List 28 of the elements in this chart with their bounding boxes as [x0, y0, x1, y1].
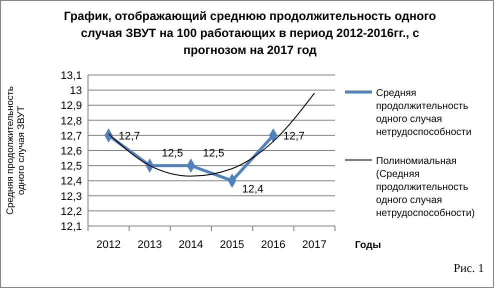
legend-label: Средняя продолжительность одного случая нетрудоспособности — [376, 88, 472, 138]
data-label: 12,5 — [202, 148, 224, 160]
y-tick-label: 12,6 — [60, 146, 82, 158]
x-tick-label: 2015 — [220, 239, 244, 251]
y-tick-label: 12,4 — [60, 176, 82, 188]
data-label: 12,5 — [162, 148, 184, 160]
x-axis-title: Годы — [355, 240, 382, 251]
text: Рис. 1 — [454, 261, 484, 275]
y-tick-label: 12,5 — [60, 160, 82, 173]
y-tick-label: 12,3 — [60, 190, 82, 203]
y-tick-label: 12,7 — [60, 130, 82, 142]
y-tick-label: 12,2 — [60, 206, 82, 218]
y-tick-label: 12,1 — [60, 221, 82, 233]
x-tick-label: 2013 — [138, 239, 162, 251]
x-tick-label: 2014 — [178, 239, 204, 251]
legend-label: Полиномиальная (Средняя продолжительность одного случая нетрудоспособности) — [376, 156, 475, 219]
data-label: 12,7 — [118, 130, 140, 142]
y-tick-label: 12,9 — [60, 100, 82, 112]
y-tick-label: 13 — [70, 85, 82, 98]
x-tick-label: 2017 — [302, 239, 327, 251]
chart-title: График, отображающий среднюю продолжительность одного случая ЗВУТ на 100 работающих в период 2012-2016гг., с прогнозом на 2017 год — [64, 9, 436, 57]
data-label: 12,4 — [242, 184, 264, 196]
x-tick-label: 2012 — [96, 239, 121, 251]
y-axis-title: Средняя продолжительность одного случая ЗВУТ — [5, 86, 27, 215]
y-tick-label: 12,8 — [60, 115, 82, 128]
x-tick-label: 2016 — [261, 239, 286, 251]
data-label: 12,7 — [283, 130, 305, 142]
y-tick-label: 13,1 — [60, 70, 82, 82]
